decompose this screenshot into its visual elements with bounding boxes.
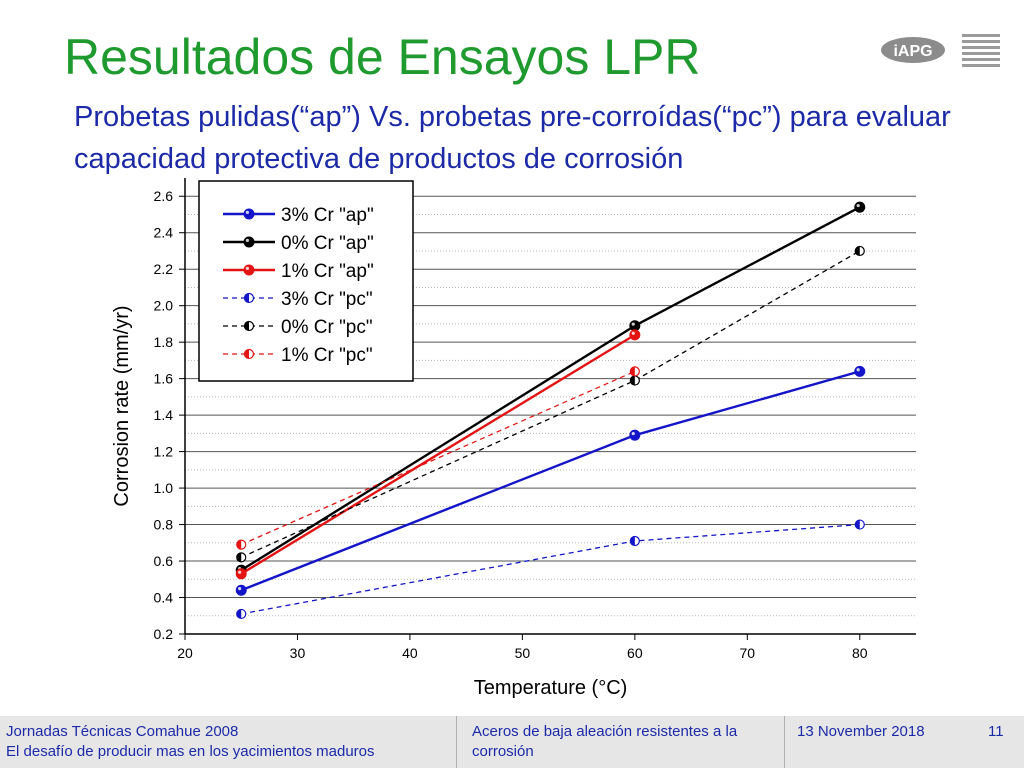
data-point — [629, 429, 641, 441]
stripes-logo — [962, 34, 1000, 67]
legend-marker-highlight — [245, 210, 249, 214]
y-tick-label: 2.6 — [154, 188, 174, 204]
data-point-half — [236, 552, 242, 562]
footer-event: Jornadas Técnicas Comahue 2008 El desafí… — [6, 722, 375, 762]
corrosion-rate-chart: 0.2 0.4 0.6 0.8 1.0 1.2 1.4 1.6 1.8 2.0 2.2 2.4 2.6 2… — [111, 178, 916, 699]
y-tick-label: 0.2 — [154, 626, 174, 642]
data-point-highlight — [631, 322, 635, 326]
data-point-highlight — [856, 203, 860, 208]
data-point-half — [630, 536, 635, 546]
data-point — [854, 201, 866, 213]
data-point — [235, 584, 247, 596]
series-line — [240, 250, 861, 558]
legend-marker-highlight — [245, 266, 249, 270]
footer: Jornadas Técnicas Comahue 2008 El desafí… — [0, 716, 1024, 768]
data-point-half — [630, 375, 635, 385]
footer-page-number: 11 — [988, 723, 1004, 740]
x-tick-label: 30 — [290, 645, 306, 661]
legend-marker-half — [244, 321, 249, 331]
series-line — [240, 370, 861, 592]
x-axis-label: Temperature (°C) — [474, 677, 628, 699]
slide-title: Resultados de Ensayos LPR — [64, 29, 701, 85]
data-point-half — [236, 540, 242, 550]
data-point-highlight — [631, 331, 635, 335]
legend-label: 3% Cr "ap" — [281, 205, 374, 226]
x-tick-label: 60 — [627, 645, 643, 661]
x-tick-label: 80 — [852, 645, 868, 661]
y-tick-label: 1.2 — [154, 444, 174, 460]
footer-divider — [456, 716, 457, 768]
data-point-half — [236, 609, 242, 619]
legend-marker — [243, 264, 255, 276]
y-axis-label: Corrosion rate (mm/yr) — [111, 305, 133, 506]
legend-label: 1% Cr "ap" — [281, 261, 374, 282]
x-tick-label: 20 — [177, 645, 193, 661]
y-tick-label: 0.4 — [154, 590, 174, 606]
y-tick-label: 0.8 — [154, 517, 174, 533]
data-point — [629, 329, 641, 341]
series-line — [241, 523, 860, 615]
data-point-half — [855, 246, 860, 256]
y-tick-label: 1.6 — [154, 371, 174, 387]
y-tick-label: 2.0 — [154, 298, 174, 314]
series-line — [240, 333, 636, 575]
footer-event-line2: El desafío de producir mas en los yacimi… — [6, 743, 375, 760]
legend-marker-half — [244, 293, 249, 303]
legend-marker — [243, 208, 255, 220]
legend-label: 0% Cr "ap" — [281, 233, 374, 254]
footer-event-line1: Jornadas Técnicas Comahue 2008 — [6, 723, 239, 740]
data-point-highlight — [631, 431, 635, 436]
footer-divider — [784, 716, 785, 768]
slide-subtitle: Probetas pulidas(“ap”) Vs. probetas pre-… — [74, 101, 951, 175]
x-tick-label: 40 — [402, 645, 418, 661]
y-tick-label: 2.2 — [154, 261, 174, 277]
legend-label: 0% Cr "pc" — [281, 317, 373, 338]
y-tick-label: 1.0 — [154, 480, 174, 496]
x-tick-label: 70 — [740, 645, 756, 661]
data-point-highlight — [856, 368, 860, 372]
legend-label: 1% Cr "pc" — [281, 345, 373, 366]
logo-text: iAPG — [893, 43, 932, 60]
x-tick-label: 50 — [515, 645, 531, 661]
legend-marker — [243, 236, 255, 248]
footer-date: 13 November 2018 — [797, 723, 925, 740]
data-point — [854, 365, 866, 377]
data-point — [629, 320, 641, 332]
y-tick-label: 1.4 — [154, 407, 174, 423]
legend-marker-highlight — [245, 238, 249, 242]
data-point-highlight — [238, 587, 242, 591]
legend-label: 3% Cr "pc" — [281, 289, 373, 310]
y-tick-label: 0.6 — [154, 553, 174, 569]
iapg-logo: iAPG — [881, 37, 945, 63]
data-point-half — [855, 520, 860, 530]
data-point-half — [630, 366, 635, 376]
y-tick-label: 2.4 — [154, 225, 174, 241]
y-tick-label: 1.8 — [154, 334, 174, 350]
data-point — [235, 568, 247, 580]
footer-topic: Aceros de baja aleación resistentes a la… — [472, 723, 738, 760]
data-point-highlight — [238, 570, 242, 574]
legend-marker-half — [244, 349, 249, 359]
